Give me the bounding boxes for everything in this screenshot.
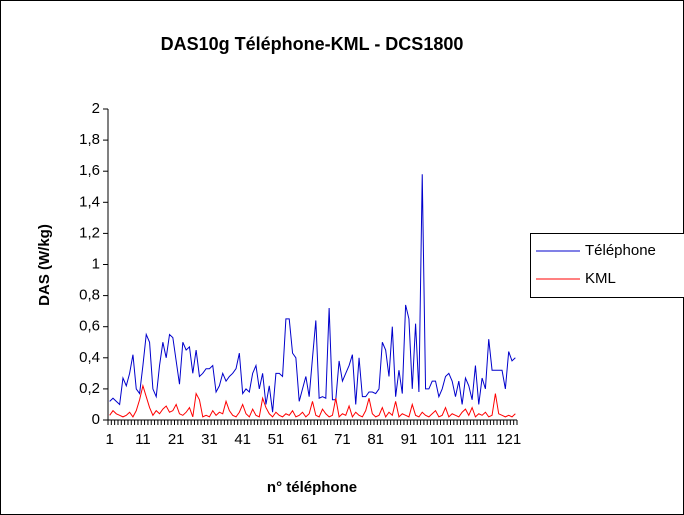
y-tick-label: 1 [92, 255, 100, 272]
y-tick-label: 0,2 [79, 380, 100, 397]
x-tick-label: 41 [234, 431, 251, 448]
x-tick-label: 21 [168, 431, 185, 448]
y-tick-label: 0,6 [79, 318, 100, 335]
x-tick-label: 1 [105, 431, 113, 448]
legend-label: KML [585, 270, 616, 287]
y-tick-label: 1,4 [79, 193, 100, 210]
y-tick-label: 0,8 [79, 287, 100, 304]
y-tick-label: 1,8 [79, 131, 100, 148]
x-tick-label: 91 [401, 431, 418, 448]
x-tick-label: 61 [301, 431, 318, 448]
x-axis-title: n° téléphone [267, 479, 357, 496]
y-tick-label: 2 [92, 100, 100, 117]
x-tick-label: 81 [367, 431, 384, 448]
x-tick-label: 11 [135, 431, 151, 448]
x-tick-label: 71 [334, 431, 351, 448]
x-tick-label: 121 [496, 431, 521, 448]
series-line [109, 383, 516, 419]
y-tick-label: 0,4 [79, 349, 100, 366]
y-tick-label: 0 [92, 411, 100, 428]
x-tick-label: 101 [430, 431, 455, 448]
series-line [109, 174, 516, 413]
chart-title: DAS10g Téléphone-KML - DCS1800 [161, 34, 464, 54]
y-tick-label: 1,2 [79, 224, 100, 241]
x-tick-label: 111 [464, 431, 487, 448]
x-tick-label: 51 [268, 431, 285, 448]
legend-label: Téléphone [585, 242, 656, 259]
y-tick-label: 1,6 [79, 162, 100, 179]
legend-box [530, 233, 684, 298]
y-axis-title: DAS (W/kg) [36, 224, 53, 306]
x-tick-label: 31 [201, 431, 218, 448]
